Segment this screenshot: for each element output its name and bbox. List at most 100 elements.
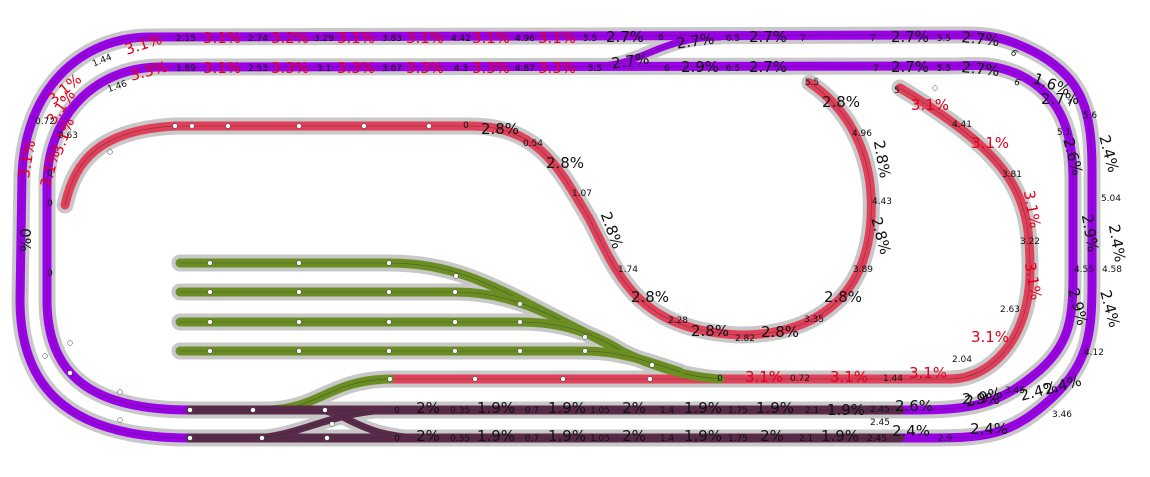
track-joint [207, 260, 213, 266]
track-joint [324, 435, 330, 441]
elevation-label: 2.9 [938, 434, 953, 444]
grade-label: 2.7% [961, 28, 1001, 50]
grade-label: 1.9% [477, 427, 515, 445]
grade-label: 3.3% [271, 59, 309, 77]
track-helix-return-centerline [390, 87, 1031, 380]
grade-label: 0% [16, 228, 34, 252]
track-joint [452, 319, 458, 325]
grade-label: 1.9% [684, 427, 722, 445]
grade-label: 2.7% [891, 58, 929, 76]
elevation-label: 6.5 [726, 64, 740, 74]
track-joint [187, 435, 193, 441]
elevation-label: 5.04 [1101, 194, 1121, 204]
track-joint [517, 319, 523, 325]
elevation-label: 0.35 [450, 434, 470, 444]
elevation-label: 2.53 [248, 64, 268, 74]
grade-label: 2% [622, 399, 646, 417]
grade-label: 2.6% [1059, 136, 1086, 177]
elevation-label: 6 [1008, 48, 1019, 59]
track-joint [517, 348, 523, 354]
grade-label: 3.3% [538, 59, 576, 77]
track-joint [207, 289, 213, 295]
elevation-label: 3.22 [1020, 237, 1040, 247]
elevation-label: 3.46 [1052, 410, 1072, 420]
elevation-label: 0 [47, 199, 53, 209]
track-joint [296, 123, 302, 129]
elevation-label: 4.3 [454, 64, 468, 74]
track-joint [386, 348, 392, 354]
elevation-label: 7 [870, 34, 876, 44]
elevation-label: 3.67 [382, 64, 402, 74]
track-joint [296, 289, 302, 295]
grade-label: 2.7% [1041, 90, 1079, 108]
track-joint [207, 319, 213, 325]
elevation-label: 0 [47, 269, 53, 279]
elevation-label: 0 [47, 169, 53, 179]
elevation-label: 4.96 [852, 129, 872, 139]
track-joint [560, 376, 566, 382]
elevation-label: 6 [658, 33, 664, 43]
elevation-label: 0 [394, 434, 400, 444]
elevation-label: 3.1 [317, 64, 331, 74]
elevation-label: 4.58 [1102, 265, 1122, 275]
elevation-label: 2.04 [952, 355, 972, 365]
grade-label: 2.9% [681, 58, 719, 76]
track-joint [517, 301, 523, 307]
grade-label: 2.7% [891, 28, 929, 46]
elevation-label: 0.54 [523, 139, 543, 149]
elevation-label: 5.6 [1083, 111, 1098, 121]
grade-label: 3.1% [830, 368, 868, 386]
track-joint [117, 389, 123, 395]
grade-label: 2.9% [962, 390, 1000, 408]
track-joint [329, 421, 335, 427]
track-joint [386, 260, 392, 266]
elevation-label: 4.43 [872, 197, 892, 207]
elevation-label: 0.63 [58, 131, 78, 141]
grade-label: 2% [622, 427, 646, 445]
elevation-label: 0 [717, 374, 723, 384]
grade-label: 2% [760, 427, 784, 445]
elevation-label: 3.29 [314, 34, 334, 44]
elevation-label: 4.55 [1074, 265, 1094, 275]
grade-label: 2.7% [749, 28, 787, 46]
grade-label: 2.8% [822, 93, 860, 111]
elevation-label: 4.41 [952, 120, 972, 130]
grade-label: 2.8% [691, 322, 729, 340]
track-joint [322, 407, 328, 413]
elevation-label: 2.82 [735, 334, 755, 344]
grade-label: 1.9% [477, 399, 515, 417]
track-joint [932, 85, 938, 91]
track-joint [107, 149, 113, 155]
grade-label: 2% [416, 399, 440, 417]
track-joint [452, 289, 458, 295]
grade-label: 3.1% [203, 59, 241, 77]
track-joint [582, 348, 588, 354]
grade-label: 2.7% [675, 29, 715, 52]
elevation-label: 3.89 [853, 265, 873, 275]
track-staging-cross-centerline [254, 409, 391, 439]
elevation-label: 1.05 [590, 434, 610, 444]
grade-label: 3.1% [406, 29, 444, 47]
track-joint [250, 407, 256, 413]
track-joint [472, 376, 478, 382]
grade-label: 1.9% [827, 401, 865, 419]
elevation-label: 5.5 [937, 34, 951, 44]
grade-label: 3.3% [337, 59, 375, 77]
track-joint [426, 123, 432, 129]
elevation-label: 5.5 [805, 78, 819, 88]
grade-label: 3.1% [911, 96, 949, 114]
track-joint [172, 123, 178, 129]
elevation-label: 0.7 [525, 434, 539, 444]
grade-label: 2.8% [481, 120, 519, 138]
grade-label: 2.8% [546, 154, 584, 172]
track-mainline-outer-centerline [19, 34, 1093, 439]
elevation-label: 2.45 [870, 418, 890, 428]
track-joint [647, 376, 653, 382]
grade-label: 3.1% [909, 364, 947, 382]
grade-label: 3.3% [406, 59, 444, 77]
track-joint [386, 289, 392, 295]
elevation-label: 0.35 [450, 406, 470, 416]
grade-label: 3.1% [971, 328, 1009, 346]
elevation-label: 2.1 [805, 406, 819, 416]
